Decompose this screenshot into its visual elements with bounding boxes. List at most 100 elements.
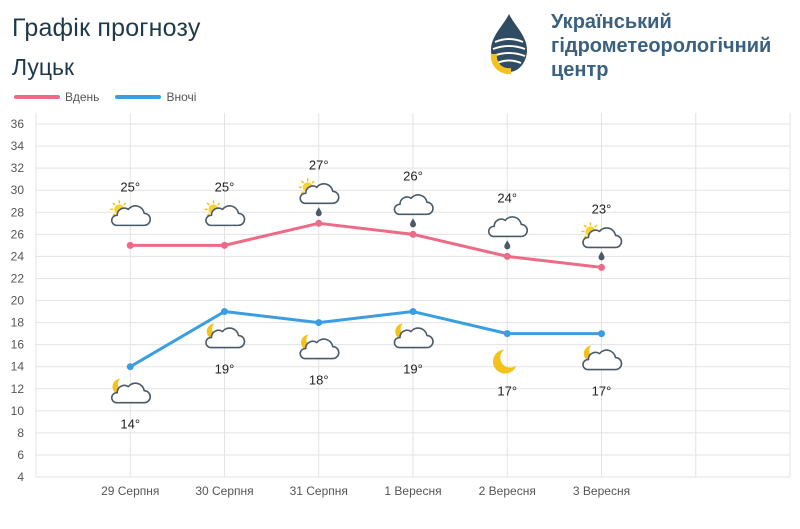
drop-logo-icon — [490, 14, 527, 75]
chart-legend: Вдень Вночі — [14, 88, 212, 106]
sun-ray — [122, 202, 127, 206]
moon-icon — [492, 349, 517, 374]
data-label-day: 23° — [592, 201, 612, 216]
page-title: Графік прогнозу — [12, 14, 201, 42]
rain-drop — [598, 251, 605, 261]
data-label-night: 19° — [215, 362, 235, 377]
data-point-night — [409, 308, 417, 316]
y-tick-label: 6 — [17, 448, 24, 462]
legend-item-day[interactable]: Вдень — [14, 90, 99, 104]
data-label-night: 18° — [309, 373, 329, 388]
sun-ray — [300, 180, 305, 184]
data-point-day — [598, 263, 605, 271]
sun-ray — [583, 235, 587, 239]
y-tick-label: 34 — [11, 139, 25, 153]
cloud-shape — [393, 194, 434, 216]
x-tick-label: 3 Вересня — [573, 484, 630, 498]
data-point-night — [315, 319, 323, 327]
sun-ray — [583, 224, 587, 228]
y-tick-label: 22 — [11, 271, 25, 285]
x-tick-label: 30 Серпня — [195, 484, 253, 498]
y-tick-label: 8 — [17, 426, 24, 440]
data-point-day — [503, 252, 511, 260]
legend-item-night[interactable]: Вночі — [115, 90, 196, 104]
brand-line-2: гідрометеорологічний — [551, 35, 772, 57]
cloud-shape — [110, 205, 152, 227]
cloud-shape — [393, 327, 434, 349]
sun-cloud-rain-icon — [298, 178, 340, 217]
data-point-day — [315, 219, 323, 227]
y-tick-label: 12 — [11, 382, 25, 396]
y-tick-label: 20 — [11, 294, 25, 308]
moon-shape — [492, 349, 517, 374]
y-tick-label: 4 — [17, 470, 24, 484]
city-name: Луцьк — [12, 54, 75, 80]
sun-cloud-icon — [110, 200, 152, 227]
moon-cloud-icon — [393, 323, 434, 349]
sun-ray — [206, 213, 210, 217]
data-label-day: 26° — [403, 168, 423, 183]
y-tick-label: 14 — [11, 360, 25, 374]
cloud-shape — [299, 338, 340, 360]
data-point-day — [126, 241, 134, 249]
y-tick-label: 26 — [11, 227, 25, 241]
sun-ray — [206, 202, 210, 206]
sun-ray — [112, 202, 116, 206]
data-label-night: 19° — [403, 362, 423, 377]
x-tick-label: 2 Вересня — [479, 484, 536, 498]
sun-ray — [594, 224, 598, 228]
data-label-night: 17° — [592, 384, 612, 399]
data-point-day — [409, 230, 417, 238]
legend-label-day: Вдень — [65, 90, 100, 104]
data-point-night — [126, 363, 134, 371]
rain-drop — [315, 207, 322, 217]
data-point-night — [598, 330, 605, 338]
data-label-day: 27° — [309, 157, 329, 172]
data-label-day: 24° — [497, 190, 517, 205]
sun-cloud-icon — [204, 200, 246, 227]
cloud-shape — [299, 183, 340, 205]
x-tick-label: 29 Серпня — [101, 484, 159, 498]
data-label-night: 17° — [497, 384, 517, 399]
sun-ray — [311, 180, 315, 184]
brand-line-1: Український — [551, 11, 672, 33]
rain-drop — [504, 240, 511, 250]
cloud-shape — [205, 205, 246, 227]
brand-name: Український гідрометеорологічний центр — [551, 10, 771, 82]
data-point-night — [503, 330, 511, 338]
cloud-shape — [110, 382, 152, 404]
data-label-day: 25° — [120, 179, 140, 194]
rain-drop — [410, 218, 416, 228]
legend-swatch-day — [14, 95, 60, 99]
cloud-shape — [582, 227, 623, 249]
cloud-rain-icon — [487, 216, 529, 250]
y-tick-label: 24 — [11, 249, 25, 263]
y-tick-label: 32 — [11, 161, 25, 175]
moon-cloud-icon — [205, 323, 246, 349]
cloud-shape — [582, 349, 623, 371]
cloud-rain-icon — [393, 194, 434, 228]
y-tick-label: 28 — [11, 205, 25, 219]
sun-ray — [112, 213, 116, 217]
series-line-day — [130, 221, 602, 269]
x-tick-label: 1 Вересня — [384, 484, 441, 498]
y-tick-label: 18 — [11, 316, 25, 330]
y-tick-label: 10 — [11, 404, 25, 418]
data-label-night: 14° — [120, 417, 140, 432]
brand-logo[interactable]: Український гідрометеорологічний центр — [485, 10, 795, 82]
moon-cloud-icon — [110, 378, 152, 404]
series-line-night — [129, 310, 602, 368]
legend-label-night: Вночі — [166, 90, 197, 104]
cloud-shape — [205, 327, 246, 349]
moon-cloud-icon — [299, 334, 340, 360]
y-tick-label: 16 — [11, 338, 25, 352]
sun-ray — [300, 191, 305, 195]
data-point-night — [221, 308, 228, 316]
x-tick-label: 31 Серпня — [290, 484, 348, 498]
moon-cloud-icon — [582, 345, 623, 371]
brand-line-3: центр — [551, 59, 609, 81]
sun-cloud-rain-icon — [581, 222, 623, 261]
y-tick-label: 36 — [11, 117, 25, 131]
data-point-day — [221, 241, 228, 249]
